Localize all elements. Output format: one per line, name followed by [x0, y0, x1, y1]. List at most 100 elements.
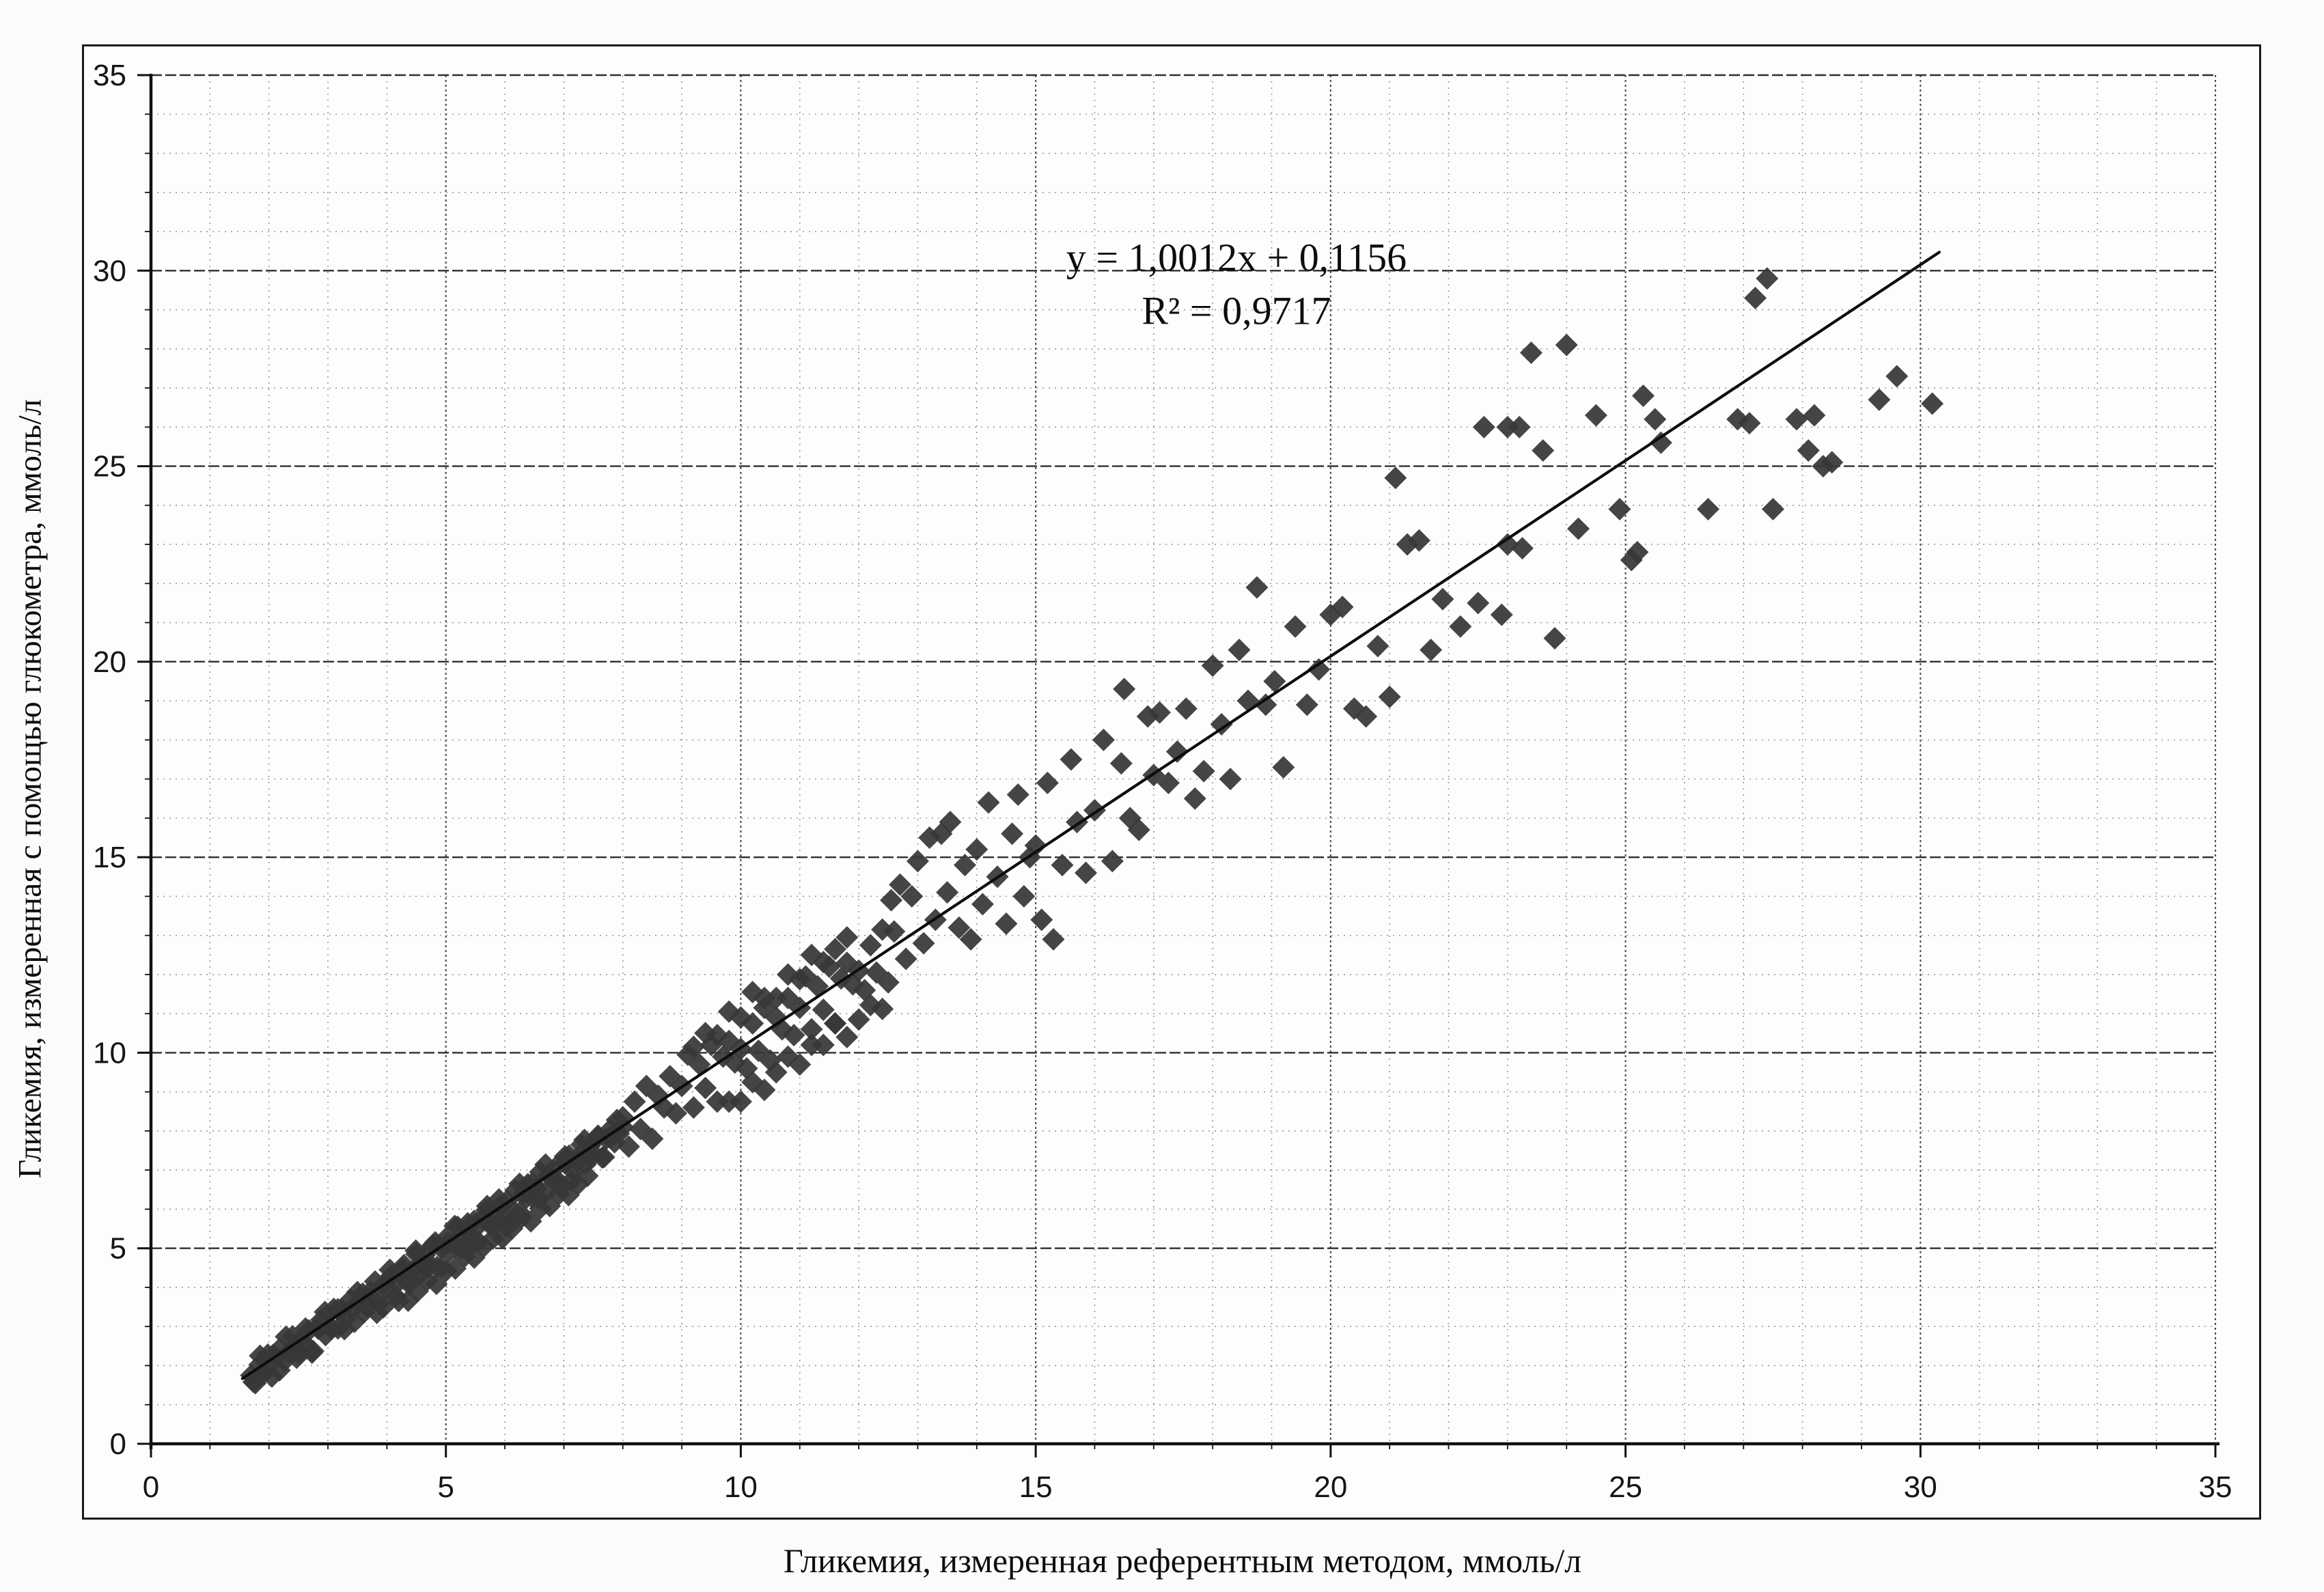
- data-point: [1868, 388, 1891, 411]
- data-point: [1165, 740, 1189, 764]
- data-point: [764, 986, 788, 1009]
- data-point: [1183, 787, 1206, 810]
- x-tick-label: 0: [143, 1470, 159, 1504]
- y-tick-label: 30: [93, 254, 126, 288]
- data-point: [1921, 392, 1944, 415]
- data-point: [1756, 267, 1779, 290]
- data-point: [1472, 415, 1495, 438]
- data-point: [1584, 404, 1607, 427]
- data-point: [1006, 783, 1029, 807]
- data-point: [706, 1024, 729, 1047]
- data-point: [1467, 591, 1490, 615]
- data-point: [1608, 498, 1631, 521]
- data-point: [847, 1008, 870, 1031]
- y-tick-label: 20: [93, 645, 126, 679]
- data-point: [894, 947, 917, 970]
- data-point: [1366, 634, 1389, 658]
- data-point: [1496, 415, 1519, 438]
- data-point: [1378, 685, 1401, 708]
- data-point: [753, 1078, 776, 1102]
- tick-labels: 0 5 10 15 20 25 30 35 0 5 10 15 20 25 30 35: [93, 59, 2232, 1504]
- data-point: [954, 854, 977, 877]
- data-point: [1210, 712, 1233, 736]
- data-point: [835, 1026, 859, 1049]
- data-point: [1407, 529, 1430, 552]
- y-tick-label: 15: [93, 841, 126, 874]
- data-point: [876, 970, 900, 994]
- data-point: [1157, 771, 1180, 794]
- data-point: [906, 850, 929, 873]
- y-tick-label: 25: [93, 450, 126, 484]
- data-point: [1696, 498, 1719, 521]
- data-point: [1785, 408, 1808, 431]
- data-point: [1236, 689, 1260, 712]
- y-axis-title: Гликемия, измеренная с помощью глюкометр…: [12, 399, 49, 1179]
- data-point: [592, 1145, 615, 1169]
- data-point: [824, 1011, 847, 1035]
- data-point: [753, 986, 776, 1009]
- data-point: [682, 1096, 705, 1119]
- data-point: [800, 1018, 823, 1041]
- data-point: [939, 811, 962, 834]
- data-point: [1092, 728, 1115, 751]
- data-point: [1449, 615, 1472, 638]
- data-point: [456, 1212, 480, 1235]
- data-point: [1284, 615, 1307, 638]
- x-tick-label: 20: [1314, 1470, 1347, 1504]
- data-point: [977, 791, 1000, 814]
- axes: [149, 74, 2219, 1449]
- data-point: [694, 1076, 717, 1100]
- data-point: [1355, 705, 1378, 728]
- data-point: [1384, 466, 1407, 490]
- data-point: [576, 1164, 599, 1188]
- r-squared-line: R² = 0,9717: [1142, 288, 1331, 333]
- data-point: [965, 838, 988, 861]
- data-point: [268, 1358, 291, 1382]
- data-point: [1803, 404, 1826, 427]
- data-point: [788, 1053, 812, 1076]
- data-point: [1761, 498, 1784, 521]
- y-tick-label: 0: [110, 1427, 126, 1461]
- data-point: [1254, 693, 1277, 716]
- data-point: [1042, 927, 1065, 951]
- data-point: [1532, 439, 1555, 462]
- data-point: [1127, 818, 1150, 841]
- trendline: [240, 251, 1941, 1380]
- x-tick-label: 25: [1609, 1470, 1642, 1504]
- data-point: [812, 1033, 835, 1057]
- data-point: [1113, 678, 1136, 701]
- data-point: [835, 926, 859, 949]
- data-point: [641, 1127, 664, 1150]
- x-tick-label: 15: [1019, 1470, 1053, 1504]
- data-point: [936, 881, 959, 904]
- data-point: [1543, 627, 1566, 650]
- data-point: [1060, 748, 1083, 771]
- data-point: [1331, 596, 1354, 619]
- data-point: [706, 1090, 729, 1113]
- data-point: [947, 916, 971, 939]
- data-point: [547, 1170, 570, 1193]
- data-point: [1644, 408, 1667, 431]
- data-point: [764, 1061, 788, 1084]
- data-point: [352, 1301, 376, 1324]
- data-point: [1174, 697, 1198, 721]
- data-point: [1744, 286, 1767, 309]
- data-point: [1308, 658, 1331, 681]
- equation-line: y = 1,0012x + 0,1156: [1066, 235, 1407, 280]
- data-point: [1030, 908, 1053, 932]
- data-point: [729, 1090, 752, 1113]
- data-point: [1192, 759, 1215, 783]
- y-tick-label: 35: [93, 59, 126, 92]
- data-point: [682, 1035, 705, 1059]
- data-point: [1036, 771, 1059, 794]
- x-tick-label: 10: [724, 1470, 758, 1504]
- data-point: [912, 932, 935, 955]
- data-point: [1201, 654, 1224, 678]
- data-point: [1051, 854, 1074, 877]
- data-point: [1148, 701, 1171, 724]
- data-point: [959, 927, 982, 951]
- data-point: [1508, 415, 1531, 438]
- data-point: [1555, 333, 1578, 357]
- data-point: [1885, 365, 1909, 388]
